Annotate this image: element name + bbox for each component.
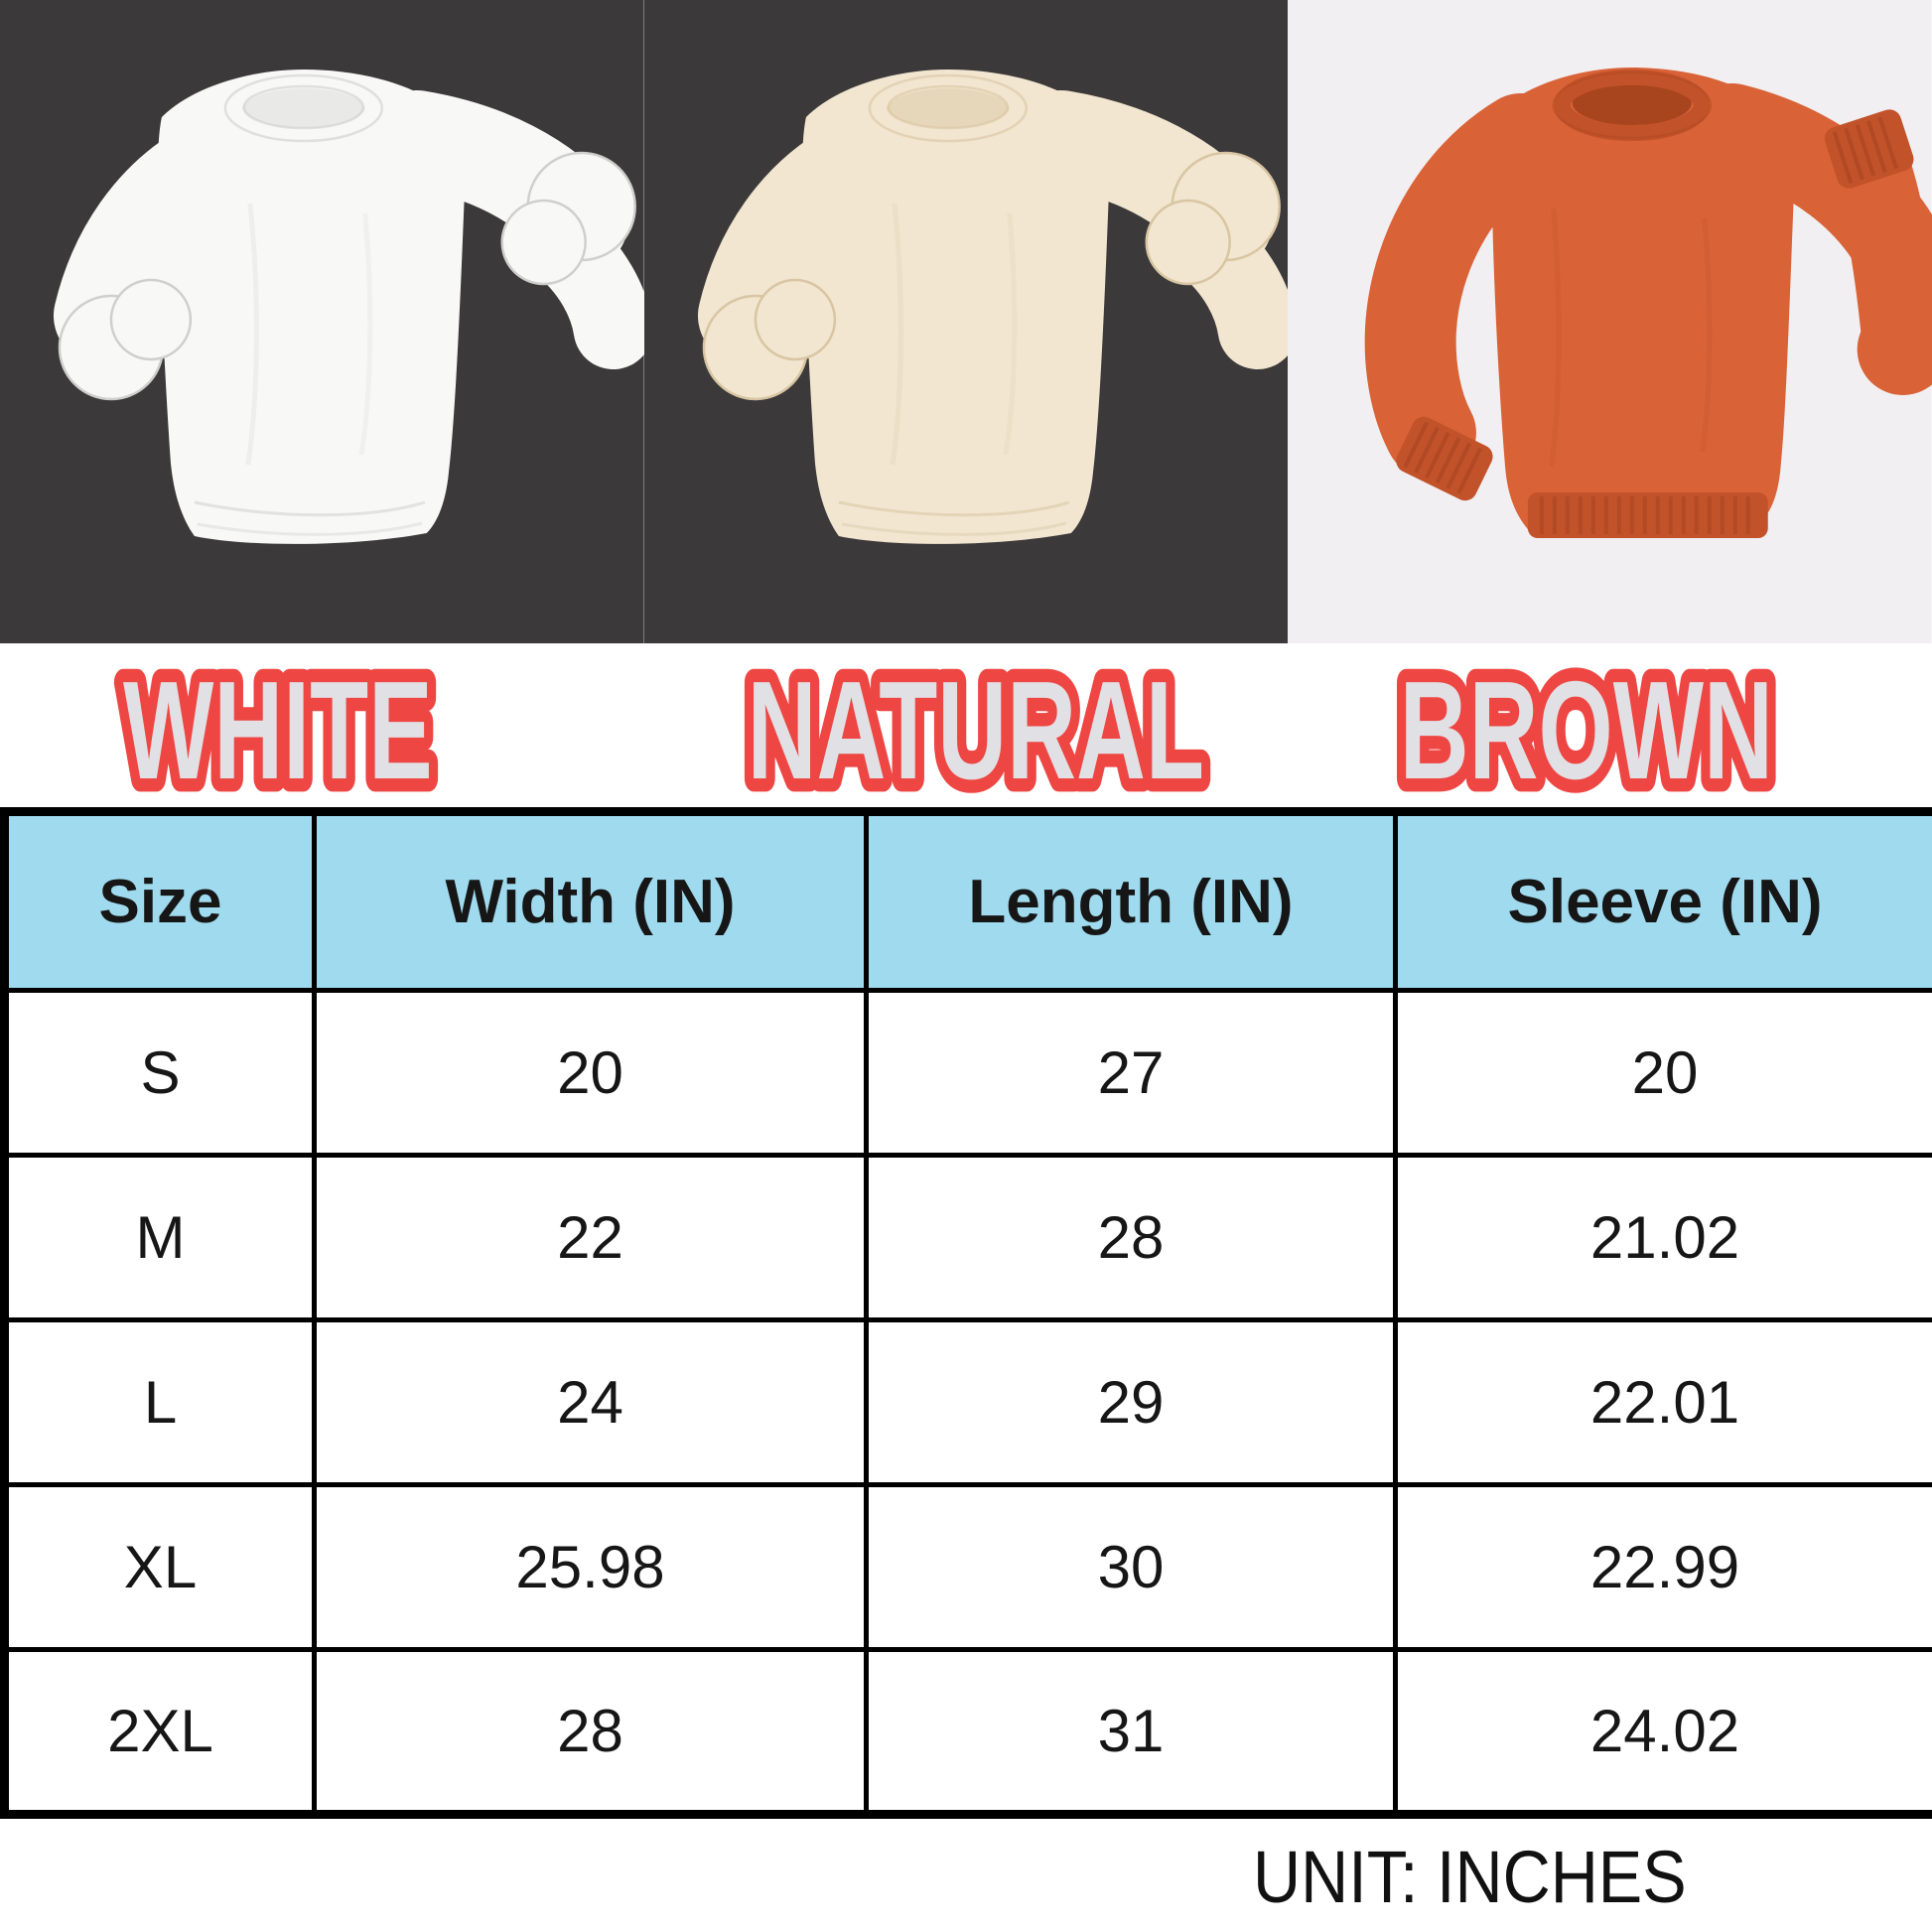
cell-length: 28 [864,1153,1398,1322]
table-row-2xl: 2XL 28 31 24.02 [2,1647,1932,1817]
cell-sleeve: 21.02 [1393,1153,1932,1322]
product-photo-strip [0,0,1932,643]
cell-length: 30 [864,1482,1398,1652]
cell-size: S [2,988,317,1158]
color-label-brown-text: BROWN [1400,652,1773,807]
cell-sleeve: 22.01 [1393,1317,1932,1487]
column-header-sleeve: Sleeve (IN) [1393,809,1932,993]
color-label-natural: NATURAL [644,643,1289,807]
cell-length: 31 [864,1647,1398,1817]
color-label-natural-text: NATURAL [747,652,1203,807]
product-photo-white [0,0,644,643]
cell-width: 20 [312,988,869,1158]
unit-note: UNIT: INCHES [1253,1836,1687,1918]
cell-width: 28 [312,1647,869,1817]
cell-sleeve: 24.02 [1393,1647,1932,1817]
white-sweatshirt-image [0,0,644,643]
color-label-white-text: WHITE [123,652,433,807]
cell-size: XL [2,1482,317,1652]
brown-sweatshirt-image [1288,0,1932,643]
cell-length: 29 [864,1317,1398,1487]
table-row-l: L 24 29 22.01 [2,1317,1932,1487]
cell-sleeve: 20 [1393,988,1932,1158]
column-header-size: Size [2,809,317,993]
cell-width: 25.98 [312,1482,869,1652]
table-row-m: M 22 28 21.02 [2,1153,1932,1322]
natural-sweatshirt-image [643,0,1289,643]
cell-width: 22 [312,1153,869,1322]
table-row-s: S 20 27 20 [2,988,1932,1158]
table-header-row: Size Width (IN) Length (IN) Sleeve (IN) [2,809,1932,993]
cell-size: 2XL [2,1647,317,1817]
product-photo-natural [643,0,1289,643]
product-photo-brown [1288,0,1932,643]
cell-width: 24 [312,1317,869,1487]
color-label-band: WHITE NATURAL BROWN [0,643,1932,807]
column-header-width: Width (IN) [312,809,869,993]
cell-sleeve: 22.99 [1393,1482,1932,1652]
cell-length: 27 [864,988,1398,1158]
cell-size: L [2,1317,317,1487]
column-header-length: Length (IN) [864,809,1398,993]
table-row-xl: XL 25.98 30 22.99 [2,1482,1932,1652]
color-label-brown: BROWN [1288,643,1932,807]
size-chart-table: Size Width (IN) Length (IN) Sleeve (IN) … [0,807,1932,1819]
cell-size: M [2,1153,317,1322]
color-label-white: WHITE [0,643,644,807]
